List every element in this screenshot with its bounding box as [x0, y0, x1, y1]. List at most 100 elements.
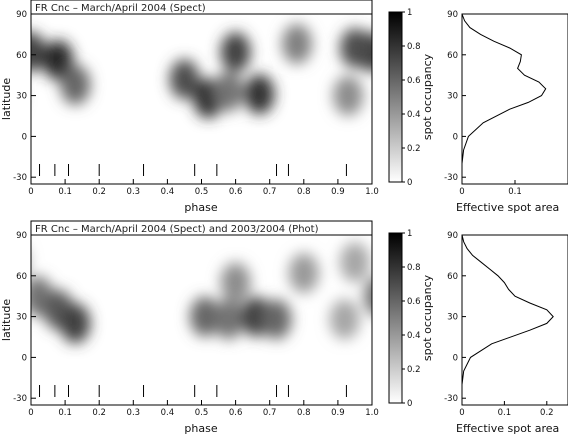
x-tick-label-3: 0.3 [127, 408, 141, 418]
panel-2-x-label: phase [184, 422, 217, 435]
spot-9 [329, 299, 360, 340]
y-tick-label-1: 0 [22, 353, 27, 363]
spot-7 [220, 262, 251, 303]
colorbar-tick-label-1: 0.2 [407, 365, 421, 375]
panel-1-y-axis: -30 0 30 60 90 [13, 10, 36, 183]
panel-1-x-label: phase [184, 201, 217, 214]
panel-2-y-axis: -30 0 30 60 90 [13, 231, 36, 404]
panel-2-profile-curve [461, 234, 554, 405]
spot-3 [189, 296, 220, 337]
y-tick-label-4: 90 [16, 231, 27, 241]
spot-0 [363, 278, 372, 315]
x-tick-label-7: 0.7 [263, 408, 277, 418]
x-tick-label-5: 0.5 [195, 408, 209, 418]
profile-y-tick-label-0: -30 [444, 173, 458, 183]
x-tick-label-0: 0 [28, 187, 33, 197]
spot-2 [60, 64, 91, 105]
profile-x-tick-label-1: 0.1 [508, 187, 522, 197]
spot-4 [213, 299, 244, 340]
panel-2-title: FR Cnc – March/April 2004 (Spect) and 20… [35, 224, 319, 235]
profile-y-tick-label-4: 90 [447, 231, 458, 241]
panel-2-colorbar-ticks: 0 0.2 0.4 0.6 0.8 1 [402, 229, 421, 409]
profile-x-tick-label-0: 0 [459, 187, 464, 197]
y-tick-label-0: -30 [13, 394, 27, 404]
colorbar-tick-label-2: 0.4 [407, 110, 421, 120]
panel-2-profile-x-label: Effective spot area [456, 422, 559, 435]
colorbar-tick-label-2: 0.4 [407, 331, 421, 341]
panel-2: FR Cnc – March/April 2004 (Spect) and 20… [0, 220, 568, 435]
spot-0 [31, 32, 46, 73]
profile-x-tick-label-2: 0.2 [540, 408, 554, 418]
y-tick-label-2: 30 [16, 92, 27, 102]
x-tick-label-9: 0.9 [331, 408, 345, 418]
x-tick-label-10: 1.0 [365, 187, 379, 197]
profile-y-tick-label-1: 0 [453, 353, 458, 363]
x-tick-label-5: 0.5 [195, 187, 209, 197]
x-tick-label-8: 0.8 [297, 408, 311, 418]
x-tick-label-4: 0.4 [161, 408, 175, 418]
panel-2-profile-frame [461, 234, 568, 406]
spot-6 [244, 74, 275, 115]
x-tick-label-1: 0.1 [58, 187, 72, 197]
x-tick-label-4: 0.4 [161, 187, 175, 197]
spot-7 [220, 32, 251, 73]
panel-2-x-axis: 0 0.1 0.2 0.3 0.4 0.5 0.6 0.7 0.8 0.9 1.0 [28, 400, 379, 418]
colorbar-tick-label-4: 0.8 [407, 263, 421, 273]
panel-1-profile-frame [461, 13, 568, 185]
profile-y-tick-label-3: 60 [447, 51, 458, 61]
panel-1-title: FR Cnc – March/April 2004 (Spect) [35, 3, 206, 14]
spot-6 [261, 299, 292, 340]
panel-2-colorbar-label: spot occupancy [421, 274, 434, 361]
panel-1-y-label: latitude [0, 78, 13, 120]
profile-y-tick-label-4: 90 [447, 10, 458, 20]
y-tick-label-3: 60 [16, 272, 27, 282]
spot-9 [0, 28, 29, 68]
colorbar-tick-label-3: 0.6 [407, 297, 421, 307]
y-tick-label-1: 0 [22, 132, 27, 142]
x-tick-label-6: 0.6 [229, 187, 243, 197]
x-tick-label-10: 1.0 [365, 408, 379, 418]
panel-1-heatmap [0, 23, 372, 119]
colorbar-tick-label-5: 1 [407, 8, 412, 18]
spot-8 [281, 23, 312, 64]
x-tick-label-8: 0.8 [297, 187, 311, 197]
panel-2-observation-phases [39, 385, 347, 397]
colorbar-tick-label-0: 0 [407, 178, 412, 188]
profile-y-tick-label-2: 30 [447, 92, 458, 102]
profile-y-tick-label-3: 60 [447, 272, 458, 282]
panel-1-profile-x-axis: 0 0.1 [459, 180, 522, 197]
panel-2-heatmap [31, 242, 372, 344]
panel-1-profile-y-axis: -30 0 30 60 90 [444, 10, 466, 183]
x-tick-label-1: 0.1 [58, 408, 72, 418]
spot-9 [339, 28, 370, 68]
x-tick-label-2: 0.2 [92, 187, 106, 197]
x-tick-label-2: 0.2 [92, 408, 106, 418]
x-tick-label-3: 0.3 [127, 187, 141, 197]
profile-x-tick-label-0: 0 [459, 408, 464, 418]
panel-1-colorbar-label: spot occupancy [421, 53, 434, 140]
y-tick-label-0: -30 [13, 173, 27, 183]
panel-1-x-axis: 0 0.1 0.2 0.3 0.4 0.5 0.6 0.7 0.8 0.9 1.0 [28, 179, 379, 197]
panel-1-colorbar [388, 11, 403, 183]
panel-1-profile-curve [461, 13, 547, 184]
panel-1-colorbar-ticks: 0 0.2 0.4 0.6 0.8 1 [402, 8, 421, 188]
panel-2-profile-x-axis: 0 0.1 0.2 [459, 401, 554, 418]
colorbar-tick-label-0: 0 [407, 399, 412, 409]
spot-3 [169, 59, 200, 100]
panel-1-observation-phases [39, 164, 347, 176]
panel-2-y-label: latitude [0, 299, 13, 341]
panel-1-profile-x-label: Effective spot area [456, 201, 559, 214]
spot-2 [60, 303, 91, 344]
x-tick-label-7: 0.7 [263, 187, 277, 197]
profile-y-tick-label-2: 30 [447, 313, 458, 323]
y-tick-label-4: 90 [16, 10, 27, 20]
profile-x-tick-label-1: 0.1 [498, 408, 512, 418]
panel-1: FR Cnc – March/April 2004 (Spect) 0 0.1 0.… [0, 0, 568, 214]
spot-10 [333, 75, 364, 116]
x-tick-label-9: 0.9 [331, 187, 345, 197]
spot-10 [339, 242, 370, 283]
y-tick-label-3: 60 [16, 51, 27, 61]
x-tick-label-0: 0 [28, 408, 33, 418]
spot-8 [288, 253, 319, 294]
